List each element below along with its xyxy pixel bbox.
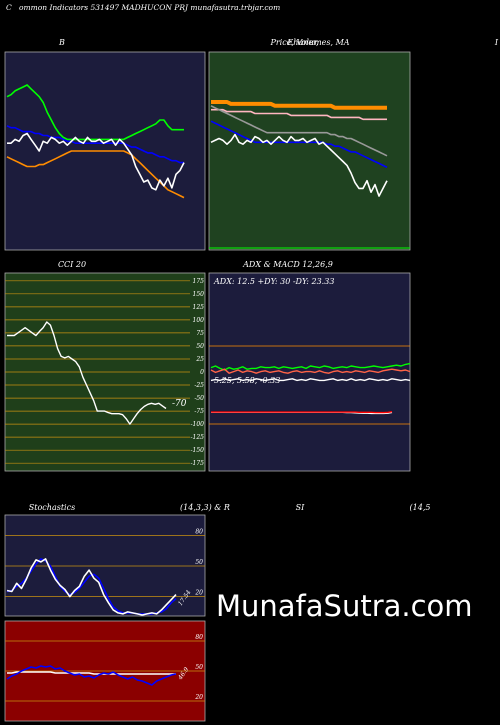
price-ma-panel xyxy=(208,51,411,251)
stochastics-series-group xyxy=(6,558,177,616)
rsi-series-group xyxy=(6,665,177,686)
price_ma-series-0 xyxy=(211,100,387,110)
cci-tick-4: 75 xyxy=(196,330,204,337)
cci-tick-1: 150 xyxy=(193,291,205,298)
adx-series-0 xyxy=(210,362,411,371)
adx-series-group xyxy=(210,362,411,382)
cci-tick-9: -50 xyxy=(194,395,204,402)
bollinger-series-group xyxy=(6,84,185,199)
rsi-params: (14,5 xyxy=(410,503,431,512)
cci-tick-5: 50 xyxy=(196,343,204,350)
cci-tick-11: -100 xyxy=(191,421,205,428)
stochastics-series-1 xyxy=(6,558,177,616)
header-subtitle: ommon Indicators 531497 MADHUCON PRJ mun… xyxy=(19,3,280,12)
cci-tick-8: -25 xyxy=(194,382,204,389)
price-ma-title: Price, Volumes, MA xyxy=(269,38,349,47)
adx-series-1 xyxy=(210,368,411,374)
cci-series-0 xyxy=(7,321,167,425)
rsi-grid: 80 50 20 xyxy=(5,634,205,702)
bollinger-series-1 xyxy=(6,150,185,199)
stochastics-params: (14,3,3) & R xyxy=(180,503,230,512)
macd-series-group xyxy=(211,411,393,415)
price-ma-series-group xyxy=(210,100,388,197)
bollinger-series-2 xyxy=(6,125,184,164)
price_ma-series-4 xyxy=(210,133,388,197)
rsi-series-0 xyxy=(7,671,176,675)
header-c: C xyxy=(6,3,12,12)
cci-tick-10: -75 xyxy=(194,408,204,415)
rsi-tick-0: 80 xyxy=(195,634,203,641)
rsi-tick-2: 20 xyxy=(194,694,203,701)
cci-tick-6: 25 xyxy=(195,356,204,363)
rsi-series-1 xyxy=(6,665,177,686)
cci-tick-2: 125 xyxy=(193,304,205,311)
cci-tick-13: -150 xyxy=(191,447,205,454)
bollinger-title: B xyxy=(58,38,65,47)
bollinger-series-3 xyxy=(7,132,185,191)
cci-tick-0: 175 xyxy=(193,278,205,285)
price_ma-series-2 xyxy=(210,105,388,157)
rsi-title: SI xyxy=(296,503,305,512)
stochastics-tick-1: 50 xyxy=(195,559,203,566)
adx-series-2 xyxy=(210,378,411,382)
stochastics-title: Stochastics xyxy=(29,503,75,512)
cci-tick-7: 0 xyxy=(200,369,204,376)
cci-tick-12: -125 xyxy=(191,434,205,441)
cci-title: CCI 20 xyxy=(58,260,86,269)
cci-series-group xyxy=(7,321,167,425)
macd-series-1 xyxy=(211,411,393,414)
price_ma-series-3 xyxy=(210,120,388,169)
adx-macd-title: ADX & MACD 12,26,9 xyxy=(242,260,333,269)
cci-tick-14: -175 xyxy=(191,460,205,467)
edge-label: I xyxy=(494,38,499,47)
price_ma-series-1 xyxy=(211,108,387,121)
rsi-tick-1: 50 xyxy=(195,664,203,671)
stochastics-tick-0: 80 xyxy=(195,528,203,535)
macd-label: 5.25, 5.58, -0.33 xyxy=(214,376,280,385)
cci-value-label: -70 xyxy=(172,399,187,409)
bollinger-series-0 xyxy=(6,84,184,141)
cci-tick-3: 100 xyxy=(193,317,205,324)
adx-label: ADX: 12.5 +DY: 30 -DY: 23.33 xyxy=(213,277,334,286)
price-ma-title-overlay: Ehaner, xyxy=(286,38,318,47)
stochastics-tick-2: 20 xyxy=(194,590,203,597)
watermark: MunafaSutra.com xyxy=(216,589,473,623)
cci-grid: 175 150 125 100 75 50 25 0 -25 -50 -75 -100 -125 -150… xyxy=(5,278,204,467)
